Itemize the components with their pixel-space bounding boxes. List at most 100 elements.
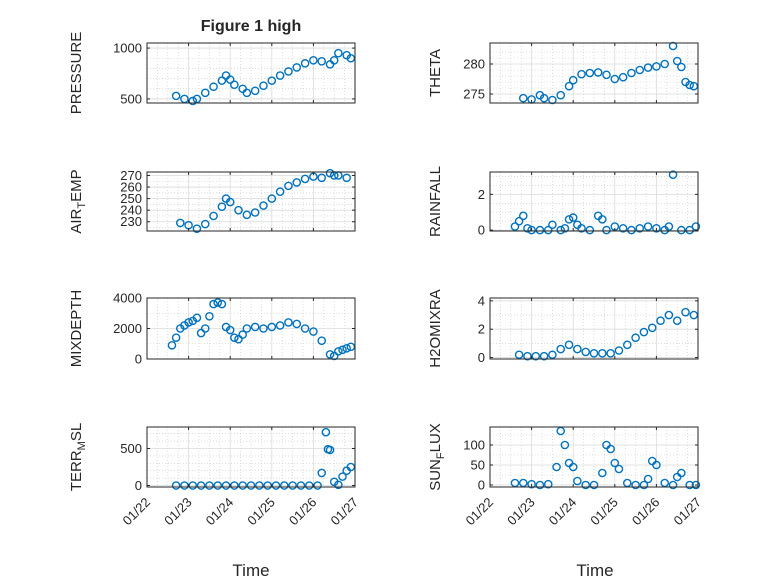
mixdepth-point [171, 333, 181, 342]
terr-msl-point [180, 481, 189, 490]
h2omixra-point [598, 349, 607, 358]
sun-flux-y-tick-label: 100 [463, 438, 485, 453]
pressure-point [346, 53, 356, 63]
terr-msl-point [317, 468, 327, 478]
pressure-point [242, 88, 252, 98]
air-temp-y-tick-label: 240 [120, 203, 142, 218]
mixdepth-point [259, 324, 268, 333]
theta-y-tick-label: 275 [463, 87, 485, 102]
h2omixra-point [606, 349, 615, 358]
sun-flux-point [691, 480, 701, 490]
theta-point [689, 81, 699, 91]
sun-flux-point [552, 462, 561, 472]
theta-point [618, 72, 628, 82]
theta-y-tick-label: 280 [463, 57, 485, 72]
sun-flux-point [631, 480, 640, 490]
theta-point [585, 68, 595, 78]
h2omixra-point [672, 316, 682, 325]
sun-flux-x-tick-label: 01/27 [671, 495, 705, 529]
theta-point [548, 95, 557, 105]
terr-msl-x-tick-label: 01/27 [328, 495, 362, 529]
air-temp-point [250, 208, 260, 217]
pressure-point [200, 88, 210, 98]
h2omixra-point [681, 307, 690, 317]
sun-flux-point [652, 460, 661, 470]
rainfall-point [568, 213, 578, 222]
sun-flux-point [668, 480, 678, 490]
rainfall-point [602, 225, 611, 235]
theta-markers [518, 41, 699, 105]
pressure-y-tick-label: 1000 [113, 41, 142, 56]
theta-point [518, 93, 528, 103]
pressure-point [230, 80, 239, 89]
rainfall-axes-box [489, 171, 699, 232]
sun-flux-point [535, 480, 545, 490]
h2omixra-point [539, 351, 549, 361]
theta-point [568, 75, 578, 85]
pressure-point [275, 71, 285, 80]
h2omixra-point [639, 327, 649, 337]
pressure-axes-box [146, 42, 356, 104]
h2omixra-point [614, 346, 624, 355]
theta-point [652, 62, 661, 71]
h2omixra-point [523, 351, 532, 361]
sun-flux-point [543, 479, 553, 489]
pressure-y-axis-label: PRESSURE [68, 32, 85, 115]
mixdepth-y-tick-label: 0 [135, 352, 142, 367]
theta-grid [490, 43, 698, 103]
mixdepth-point [200, 324, 210, 333]
mixdepth-point [292, 319, 302, 329]
terr-msl-point [196, 481, 206, 490]
air-temp-point [209, 211, 218, 221]
rainfall-point [668, 170, 678, 179]
air-temp-y-tick-label: 230 [120, 214, 142, 229]
air-temp-point [325, 168, 335, 178]
mixdepth-point [275, 321, 285, 330]
mixdepth-point [284, 318, 293, 327]
terr-msl-grid [147, 427, 355, 487]
pressure-point [309, 55, 318, 65]
h2omixra-point [631, 333, 640, 343]
rainfall-point [685, 225, 694, 235]
air-temp-y-axis-label: AIRTEMP [68, 169, 88, 233]
rainfall-point [556, 225, 566, 235]
terr-msl-x-tick-label: 01/22 [120, 495, 154, 529]
pressure-point [209, 82, 218, 92]
sun-flux-markers [510, 426, 701, 490]
rainfall-point [635, 224, 645, 233]
h2omixra-point [589, 349, 599, 358]
h2omixra-point [573, 344, 582, 354]
rainfall-point [585, 225, 595, 235]
sun-flux-y-axis-label: SUNFLUX [427, 423, 447, 491]
mixdepth-y-tick-label: 2000 [113, 321, 142, 336]
rainfall-y-tick-label: 2 [478, 187, 485, 202]
terr-msl-point [334, 480, 343, 490]
x-axis-label-right: Time [576, 561, 613, 580]
sun-flux-point [573, 476, 582, 486]
subplot-pressure: 500 1000 PRESSURE [68, 32, 356, 115]
subplot-rainfall: 0 2 RAINFALL [427, 166, 701, 238]
h2omixra-y-tick-label: 0 [478, 350, 485, 365]
air-temp-y-tick-label: 250 [120, 191, 142, 206]
sun-flux-point [606, 444, 615, 454]
terr-msl-x-tick-label: 01/24 [203, 495, 237, 529]
air-temp-point [317, 173, 327, 183]
sun-flux-point [643, 474, 653, 484]
terr-msl-x-tick-label: 01/26 [286, 495, 320, 529]
terr-msl-x-tick-label: 01/23 [161, 495, 195, 529]
mixdepth-markers [167, 298, 356, 361]
theta-point [668, 41, 678, 51]
terr-msl-point [171, 481, 181, 490]
terr-msl-point [313, 481, 322, 490]
pressure-point [225, 75, 235, 84]
subplot-sun-flux: 01/22 01/23 01/24 01/25 01/26 01/27 0 50 100 SUNF… [427, 423, 704, 528]
h2omixra-point [647, 323, 657, 333]
pressure-point [250, 86, 260, 96]
sun-flux-x-tick-label: 01/26 [629, 495, 663, 529]
terr-msl-y-axis-label: TERRMSL [68, 423, 88, 491]
theta-point [556, 90, 566, 100]
rainfall-point [548, 220, 557, 230]
theta-point [685, 80, 694, 90]
